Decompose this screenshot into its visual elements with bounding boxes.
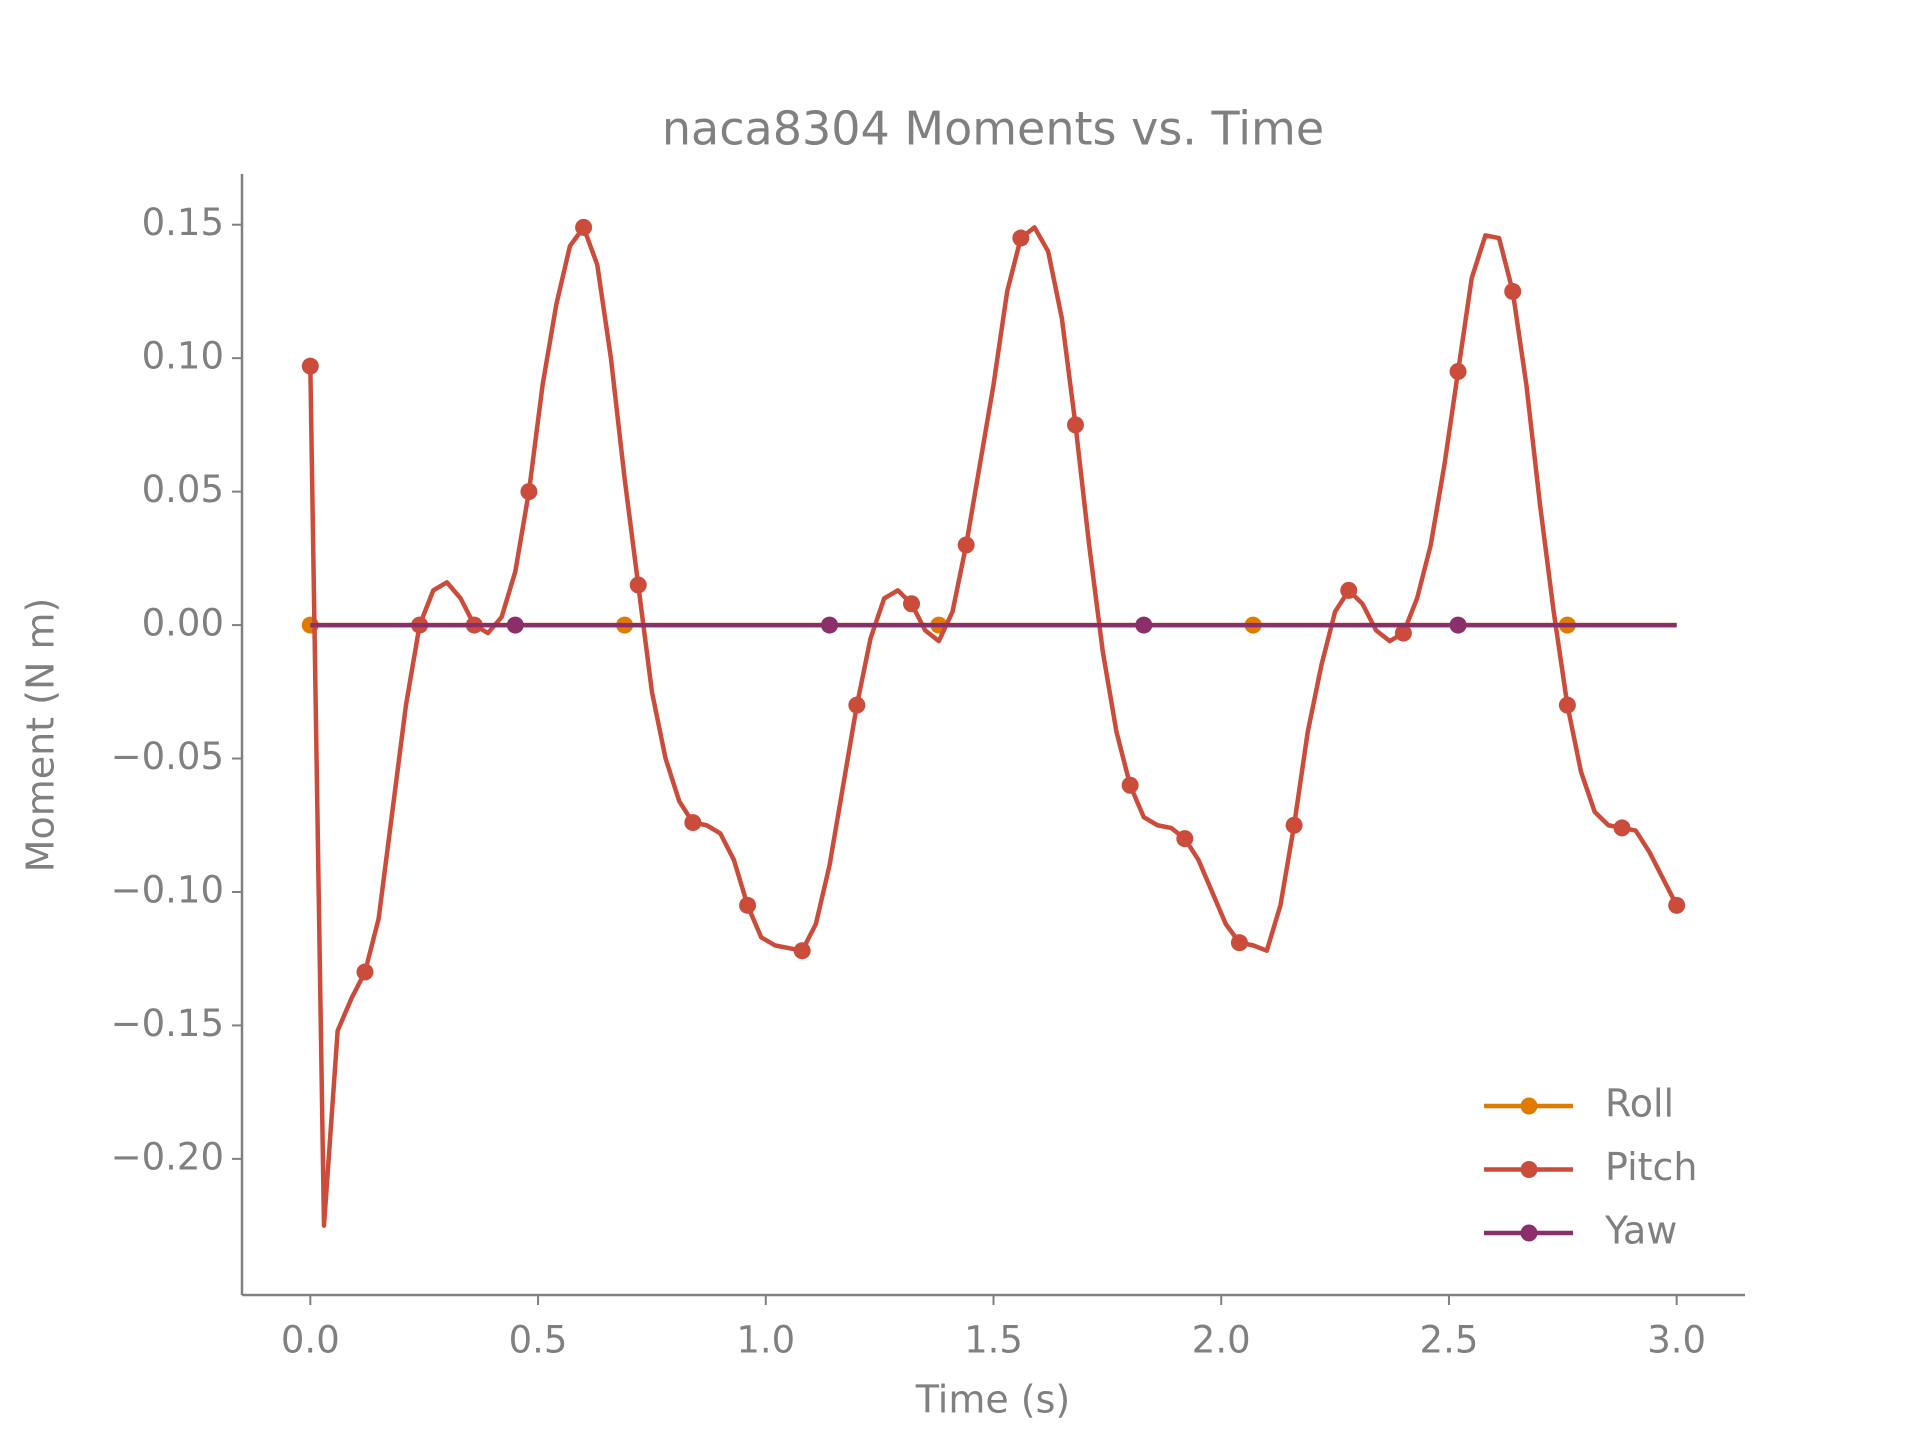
x-tick-label: 0.0 [281, 1319, 340, 1362]
series-marker [1613, 819, 1631, 837]
x-tick-label: 1.0 [736, 1319, 795, 1362]
y-tick-label: 0.05 [142, 468, 224, 511]
series-marker [1012, 229, 1030, 247]
chart-title: naca8304 Moments vs. Time [662, 102, 1324, 156]
series-marker [1230, 934, 1248, 952]
series-marker [1121, 776, 1139, 794]
series-marker [957, 536, 975, 554]
y-tick-label: −0.10 [111, 868, 224, 911]
y-tick-label: −0.15 [111, 1002, 224, 1045]
series-marker [1504, 282, 1522, 300]
series-marker [1135, 616, 1153, 634]
y-tick-label: −0.20 [111, 1135, 224, 1178]
series-marker [903, 595, 921, 613]
x-tick-label: 3.0 [1647, 1319, 1706, 1362]
x-tick-label: 2.0 [1192, 1319, 1251, 1362]
x-tick-label: 2.5 [1420, 1319, 1479, 1362]
series-marker [1340, 581, 1358, 599]
series-marker [1449, 616, 1467, 634]
legend-marker [1520, 1097, 1538, 1115]
series-marker [1285, 816, 1303, 834]
series-marker [506, 616, 524, 634]
series-marker [1449, 363, 1467, 381]
y-tick-label: 0.00 [142, 602, 224, 645]
series-marker [1176, 830, 1194, 848]
series-line [308, 225, 1679, 1228]
x-tick-label: 0.5 [509, 1319, 568, 1362]
series-marker [356, 963, 374, 981]
series-marker [520, 483, 538, 501]
series-marker [301, 357, 319, 375]
series-marker [1066, 416, 1084, 434]
series-marker [629, 576, 647, 594]
legend-label: Pitch [1605, 1145, 1698, 1189]
series-marker [821, 616, 839, 634]
y-tick-label: −0.05 [111, 735, 224, 778]
series-marker [1668, 896, 1686, 914]
series-marker [848, 696, 866, 714]
y-tick-label: 0.10 [142, 335, 224, 378]
x-tick-label: 1.5 [964, 1319, 1023, 1362]
legend-label: Yaw [1604, 1209, 1677, 1253]
series-marker [1558, 696, 1576, 714]
legend-marker [1520, 1224, 1538, 1242]
x-axis-label: Time (s) [915, 1378, 1071, 1422]
series-marker [575, 218, 593, 236]
legend-label: Roll [1605, 1082, 1674, 1126]
y-tick-label: 0.15 [142, 201, 224, 244]
series-marker [739, 896, 757, 914]
series-marker [684, 814, 702, 832]
series-marker [1394, 624, 1412, 642]
legend-marker [1520, 1161, 1538, 1178]
series-marker [793, 942, 811, 960]
y-axis-label: Moment (N m) [19, 598, 63, 873]
